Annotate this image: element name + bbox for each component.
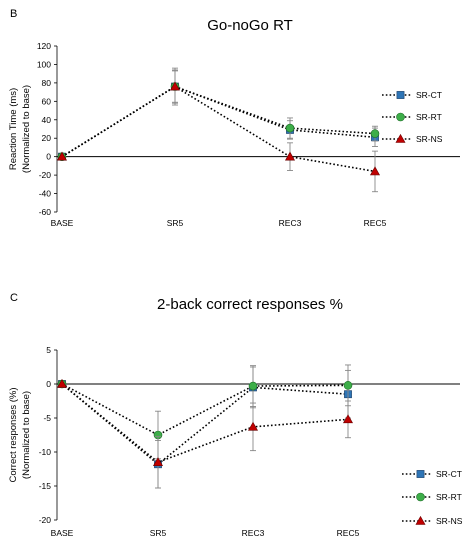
data-point-triangle bbox=[56, 151, 68, 161]
data-point-circle bbox=[285, 123, 295, 133]
y-tick-label: -60 bbox=[39, 207, 52, 217]
data-point-triangle bbox=[247, 421, 259, 431]
chart-B: B Go-noGo RT -60 -40 -20 0 20 40 60 80 100 120 BASE S… bbox=[8, 8, 460, 228]
legend-label: SR-RT bbox=[436, 492, 462, 502]
legend-label: SR-NS bbox=[436, 516, 463, 526]
series-sr-ct bbox=[58, 70, 379, 161]
y-axis-label-sub: (Normalized to base) bbox=[21, 391, 32, 479]
legend-label: SR-RT bbox=[416, 112, 442, 122]
legend-label: SR-NS bbox=[416, 134, 443, 144]
legend-marker-circle bbox=[396, 112, 405, 122]
panel-letter: B bbox=[10, 8, 17, 20]
y-tick-label: -5 bbox=[43, 413, 51, 423]
data-point-triangle bbox=[169, 81, 181, 91]
series-sr-rt bbox=[57, 69, 380, 161]
data-point-triangle bbox=[342, 414, 354, 424]
legend: SR-CT SR-RT SR-NS bbox=[382, 90, 443, 144]
x-tick-label-rec3: REC3 bbox=[279, 218, 302, 228]
series-sr-ns bbox=[56, 67, 381, 193]
series-line bbox=[61, 383, 349, 466]
y-tick-label: 0 bbox=[46, 379, 51, 389]
y-tick-label: 60 bbox=[42, 96, 52, 106]
series-line bbox=[61, 383, 349, 464]
data-point-triangle bbox=[152, 457, 164, 467]
legend-marker-square bbox=[416, 470, 425, 478]
y-tick-label: -15 bbox=[39, 481, 52, 491]
y-tick-label: -20 bbox=[39, 515, 52, 525]
x-tick-label-sr5: SR5 bbox=[150, 528, 167, 538]
series-line bbox=[61, 85, 376, 158]
chart-title: 2-back correct responses % bbox=[157, 296, 343, 313]
data-point-circle bbox=[248, 381, 258, 391]
y-tick-label: 40 bbox=[42, 115, 52, 125]
data-point-triangle bbox=[369, 166, 381, 176]
x-tick-label-base: BASE bbox=[51, 218, 74, 228]
x-tick-label-sr5: SR5 bbox=[167, 218, 184, 228]
series-sr-ns bbox=[56, 378, 354, 489]
x-tick-label-rec3: REC3 bbox=[242, 528, 265, 538]
y-axis-label: Reaction Time (ms) bbox=[8, 88, 19, 170]
legend-marker-circle bbox=[416, 492, 425, 502]
legend-marker-triangle bbox=[395, 133, 406, 143]
y-axis-label: Correct responses (%) bbox=[8, 387, 19, 482]
legend-label: SR-CT bbox=[416, 90, 442, 100]
legend: SR-CT SR-RT SR-NS bbox=[402, 469, 463, 526]
series-line bbox=[61, 85, 376, 173]
legend-marker-triangle bbox=[415, 515, 426, 525]
y-tick-label: 20 bbox=[42, 133, 52, 143]
x-tick-label-rec5: REC5 bbox=[337, 528, 360, 538]
series-sr-rt bbox=[57, 364, 353, 460]
y-tick-label: 120 bbox=[37, 41, 51, 51]
series-line bbox=[61, 85, 376, 158]
x-tick-label-base: BASE bbox=[51, 528, 74, 538]
x-tick-label-rec5: REC5 bbox=[364, 218, 387, 228]
y-axis-label-sub: (Normalized to base) bbox=[21, 85, 32, 173]
y-tick-label: -10 bbox=[39, 447, 52, 457]
y-tick-label: -20 bbox=[39, 170, 52, 180]
data-point-circle bbox=[343, 381, 353, 390]
chart-title: Go-noGo RT bbox=[207, 17, 293, 34]
y-tick-label: 5 bbox=[46, 345, 51, 355]
data-point-triangle bbox=[284, 151, 296, 161]
series-line bbox=[61, 383, 349, 436]
y-tick-label: 0 bbox=[46, 152, 51, 162]
data-point-triangle bbox=[56, 378, 68, 388]
chart-C: C 2-back correct responses % -20 -15 -10 -5 0 5… bbox=[8, 292, 463, 538]
data-point-circle bbox=[370, 129, 380, 138]
legend-label: SR-CT bbox=[436, 469, 462, 479]
y-tick-label: 100 bbox=[37, 59, 51, 69]
legend-marker-square bbox=[396, 91, 405, 99]
y-tick-label: 80 bbox=[42, 78, 52, 88]
panel-letter: C bbox=[10, 292, 18, 304]
y-tick-label: -40 bbox=[39, 189, 52, 199]
